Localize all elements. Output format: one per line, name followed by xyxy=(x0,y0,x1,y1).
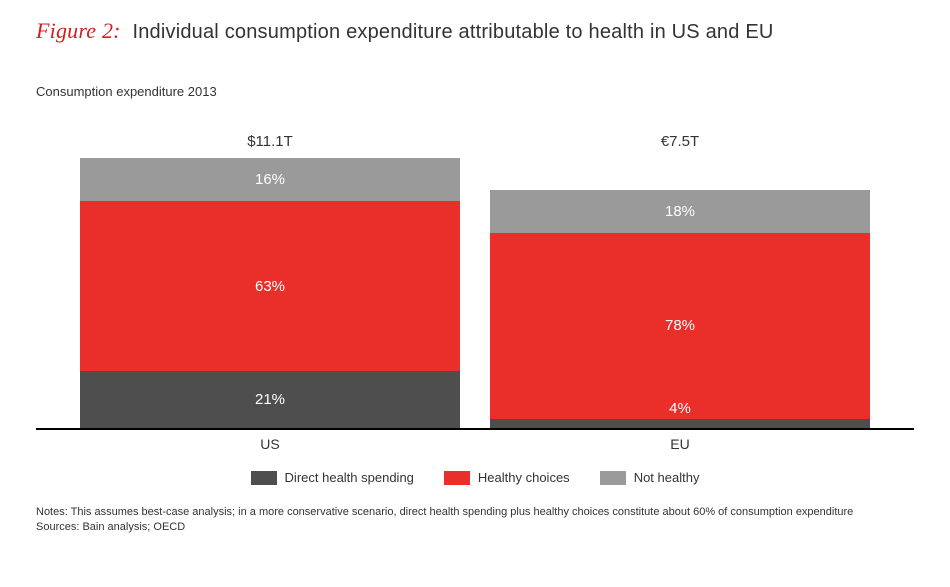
segment-label: 78% xyxy=(665,317,695,334)
figure-label: Figure 2: xyxy=(36,18,121,43)
figure-title-text: Individual consumption expenditure attri… xyxy=(132,21,773,43)
column-total-us: $11.1T xyxy=(247,133,293,150)
notes-line: Notes: This assumes best-case analysis; … xyxy=(36,505,914,520)
legend-label: Not healthy xyxy=(634,470,700,485)
segment-label: 21% xyxy=(255,391,285,408)
segment-us-direct_health: 21% xyxy=(80,371,460,428)
chart-column-eu: €7.5T 18% 78% 4% xyxy=(490,133,870,428)
chart-notes: Notes: This assumes best-case analysis; … xyxy=(36,505,914,536)
stack-us: 16% 63% 21% xyxy=(80,158,460,428)
segment-eu-not_healthy: 18% xyxy=(490,190,870,233)
segment-label: 63% xyxy=(255,278,285,295)
segment-eu-healthy_choices: 78% xyxy=(490,233,870,418)
segment-us-not_healthy: 16% xyxy=(80,158,460,201)
x-label-us: US xyxy=(80,436,460,452)
stack-eu: 18% 78% 4% xyxy=(490,158,870,428)
x-label-eu: EU xyxy=(490,436,870,452)
segment-eu-direct_health: 4% xyxy=(490,419,870,429)
legend-item: Healthy choices xyxy=(444,470,570,485)
legend-item: Not healthy xyxy=(600,470,700,485)
chart-subtitle: Consumption expenditure 2013 xyxy=(36,84,914,99)
segment-label: 16% xyxy=(255,171,285,188)
x-axis-labels: US EU xyxy=(36,436,914,452)
legend-swatch xyxy=(600,471,626,485)
column-total-eu: €7.5T xyxy=(661,133,699,150)
chart-column-us: $11.1T 16% 63% 21% xyxy=(80,133,460,428)
chart-area: $11.1T 16% 63% 21% €7.5T 18% 78% 4% xyxy=(36,133,914,428)
segment-label: 18% xyxy=(665,203,695,220)
legend-swatch xyxy=(251,471,277,485)
legend-item: Direct health spending xyxy=(251,470,414,485)
sources-line: Sources: Bain analysis; OECD xyxy=(36,520,914,535)
figure-title: Figure 2: Individual consumption expendi… xyxy=(36,18,914,44)
segment-label: 4% xyxy=(490,400,870,417)
legend-label: Direct health spending xyxy=(285,470,414,485)
chart-legend: Direct health spending Healthy choices Not… xyxy=(36,470,914,485)
legend-label: Healthy choices xyxy=(478,470,570,485)
legend-swatch xyxy=(444,471,470,485)
segment-us-healthy_choices: 63% xyxy=(80,201,460,371)
chart-baseline xyxy=(36,428,914,430)
